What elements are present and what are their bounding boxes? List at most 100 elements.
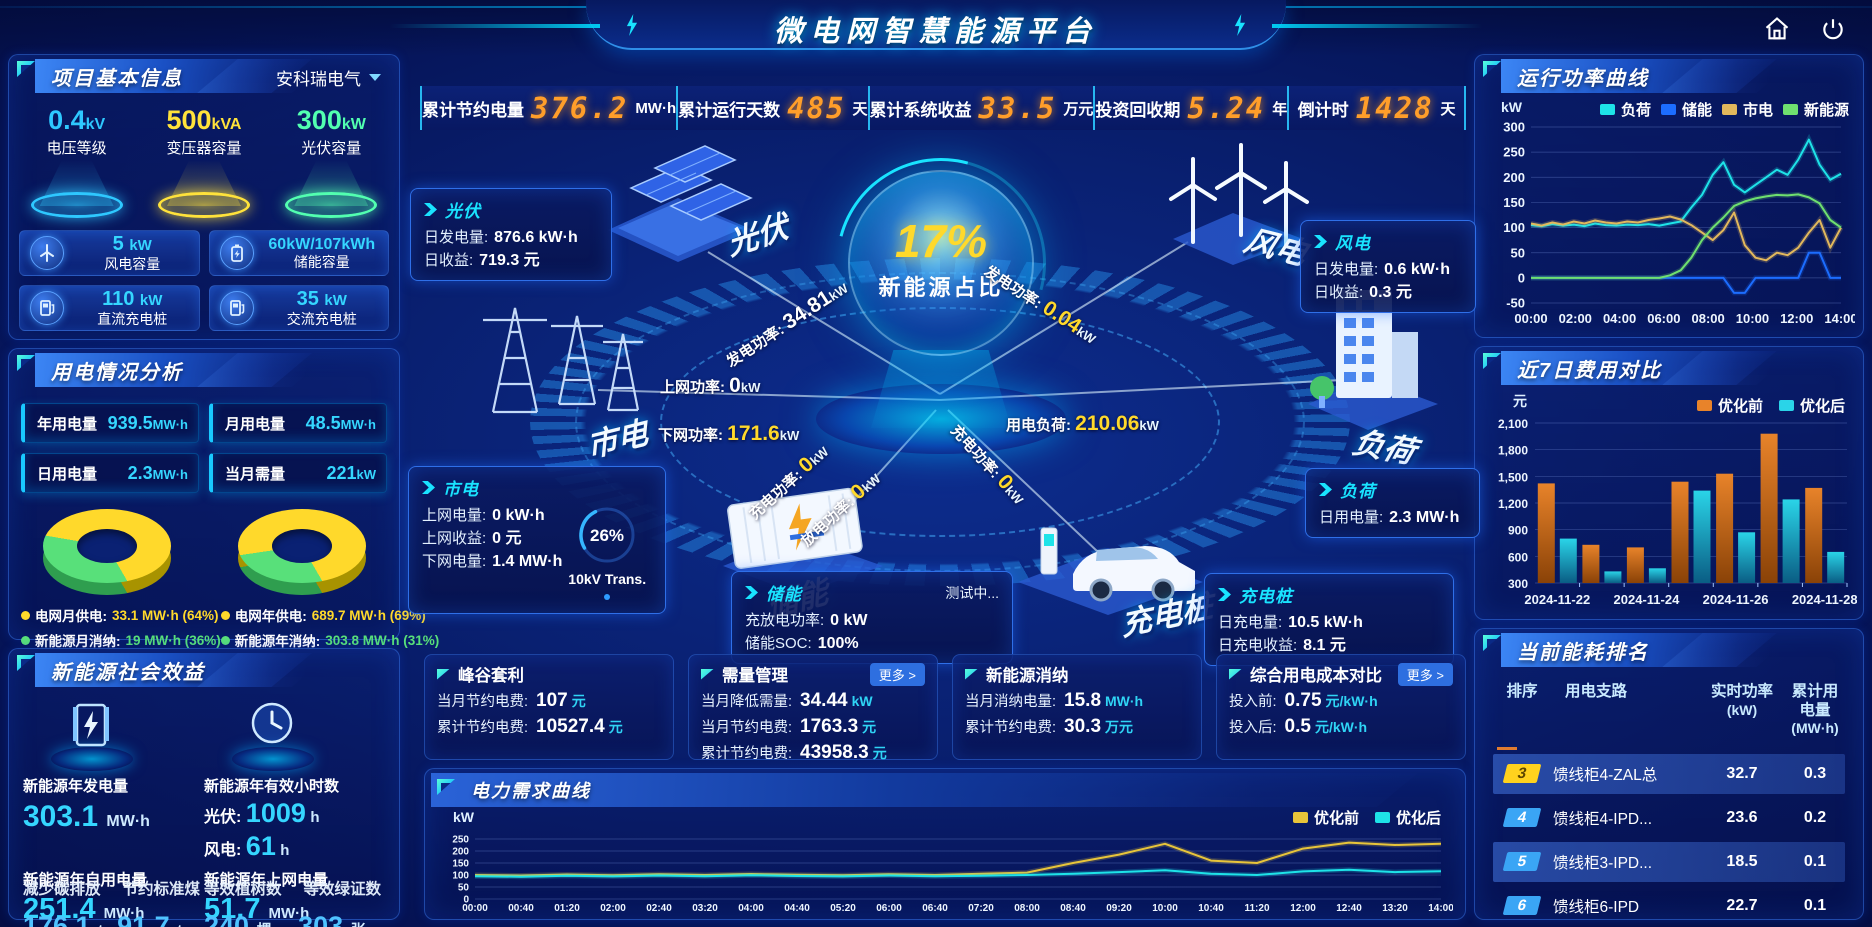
svg-text:03:20: 03:20 (692, 903, 718, 914)
title-band (586, 0, 1286, 50)
svg-text:300: 300 (1503, 120, 1525, 135)
capacity-tile-1: 60kW/107kWh 储能容量 (208, 230, 389, 276)
pill-label: 当月需量 (225, 465, 286, 483)
dc-charger-icon (30, 291, 64, 325)
stat-value: 1428 (1355, 91, 1434, 125)
panel-title: 运行功率曲线 (1517, 68, 1649, 90)
light-cone (39, 160, 114, 206)
social-hours-label: 新能源年有效小时数 (204, 778, 340, 795)
svg-text:100: 100 (452, 871, 469, 882)
svg-text:200: 200 (452, 847, 469, 858)
legend-item: 新能源月消纳: 19 MW·h (36%) (21, 630, 221, 650)
capacity-tile-0: 5 kW 风电容量 (19, 230, 200, 276)
card-row: 累计节约电费: 30.3 万元 (965, 716, 1134, 737)
table-row[interactable]: 3 馈线柜4-ZAL总 32.7 0.3 (1493, 753, 1845, 794)
capacity-spotlight-1: 500kVA 变压器容量 (145, 105, 263, 218)
svg-text:08:00: 08:00 (1692, 311, 1725, 326)
tile-label: 风电容量 (104, 256, 161, 273)
svg-text:09:20: 09:20 (1106, 903, 1132, 914)
social-gen-block: 新能源年发电量 303.1 MW·h (23, 697, 204, 862)
svg-text:11:20: 11:20 (1244, 903, 1269, 914)
wind-turbine-icon (30, 236, 64, 270)
chart-legend: 负荷 储能 市电 新能源 (1599, 99, 1849, 120)
pill-label: 月用电量 (225, 415, 286, 433)
pill-value: 939.5MW·h (107, 412, 188, 433)
tile-label: 交流充电桩 (286, 311, 357, 328)
realtime-power: 23.6 (1726, 808, 1758, 826)
table-header: 排序 用电支路 实时功率 (kW) 累计用电量 (MW·h) (1506, 683, 1839, 737)
panel-title: 当前能耗排名 (1517, 642, 1649, 664)
arrow-icon (424, 203, 437, 216)
wind-turbines-icon (1169, 143, 1309, 265)
legend-item[interactable]: 市电 (1721, 99, 1773, 120)
svg-text:250: 250 (1503, 145, 1525, 160)
panel-title: 新能源社会效益 (51, 662, 205, 684)
svg-text:50: 50 (458, 883, 470, 894)
info-box-charger: 充电桩 日充电量: 10.5 kW·h 日充电收益: 8.1 元 (1204, 573, 1454, 666)
svg-text:10:40: 10:40 (1198, 903, 1224, 914)
svg-text:1,500: 1,500 (1498, 470, 1528, 484)
panel-project-info: 项目基本信息 安科瑞电气 0.4kV 电压等级 500kVA 变压器容量 300kW 光伏… (8, 54, 400, 340)
card-row: 投入后: 0.5 元/kW·h (1229, 716, 1368, 737)
svg-text:2024-11-22: 2024-11-22 (1524, 592, 1590, 607)
table-row[interactable]: 6 馈线柜6-IPD 22.7 0.1 (1493, 886, 1845, 919)
card-corner-icon (1229, 668, 1242, 680)
y-axis-label: kW (1501, 99, 1522, 115)
legend-item[interactable]: 优化前 (1696, 395, 1763, 416)
stat-item-0: 累计节约电量 376.2 MW·h (420, 86, 676, 130)
legend-item[interactable]: 优化前 (1292, 807, 1359, 828)
table-row[interactable]: 5 馈线柜3-IPD... 18.5 0.1 (1493, 841, 1845, 882)
social-hours-block: 新能源年有效小时数 光伏: 1009 h 风电: 61 h (204, 697, 385, 862)
stat-label: 累计节约电量 (422, 100, 524, 120)
more-button[interactable]: 更多 > (1397, 662, 1453, 686)
svg-text:900: 900 (1508, 524, 1528, 538)
glow-ring (285, 192, 378, 218)
energy-flow-diagram: 17% 新能源占比 (408, 119, 1480, 666)
svg-text:1,200: 1,200 (1498, 497, 1528, 511)
light-cone (294, 160, 369, 206)
realtime-power: 32.7 (1726, 764, 1758, 782)
branch-name: 馈线柜3-IPD... (1553, 854, 1653, 872)
power-towers-icon (483, 307, 643, 414)
svg-text:100: 100 (1503, 220, 1525, 235)
home-icon[interactable] (1760, 12, 1794, 46)
legend-item[interactable]: 优化后 (1778, 395, 1845, 416)
card-title: 峰谷套利 (458, 667, 524, 685)
legend-item[interactable]: 优化后 (1374, 807, 1441, 828)
more-button[interactable]: 更多 > (869, 662, 925, 686)
company-select[interactable]: 安科瑞电气 (276, 65, 381, 90)
panel-corner-icon (1483, 353, 1501, 369)
legend-item[interactable]: 储能 (1660, 99, 1712, 120)
power-icon[interactable] (1816, 12, 1850, 46)
panel-corner-icon (1483, 61, 1501, 77)
glow-platform (232, 747, 314, 771)
legend-item[interactable]: 负荷 (1599, 99, 1651, 120)
lightning-icon (1234, 14, 1246, 36)
table-row[interactable]: 4 馈线柜4-IPD... 23.6 0.2 (1493, 798, 1845, 838)
spotlight-value: 500kVA (166, 105, 242, 135)
benefit-card-0: 峰谷套利 当月节约电费: 107 元累计节约电费: 10527.4 元 (424, 654, 674, 760)
svg-text:1,800: 1,800 (1498, 444, 1528, 458)
flow-label-2: 上网功率: 0kW (660, 374, 761, 397)
tile-label: 储能容量 (293, 254, 350, 271)
glow-ring (30, 192, 123, 218)
app-header: 微电网智慧能源平台 (0, 0, 1872, 56)
capacity-spotlights: 0.4kV 电压等级 500kVA 变压器容量 300kW 光伏容量 (9, 95, 399, 218)
svg-text:26%: 26% (590, 526, 624, 545)
stat-label: 倒计时 (1297, 100, 1349, 120)
stat-unit: 年 (1272, 100, 1288, 118)
total-energy: 0.2 (1803, 808, 1827, 826)
social-gen-label: 新能源年发电量 (23, 778, 129, 795)
chart-legend: 优化前 优化后 (1696, 395, 1845, 416)
svg-text:02:00: 02:00 (1559, 311, 1592, 326)
svg-text:02:00: 02:00 (600, 903, 626, 914)
svg-text:-50: -50 (1506, 296, 1525, 311)
svg-text:12:00: 12:00 (1290, 903, 1316, 914)
rank-badge: 3 (1502, 764, 1542, 784)
social-hours-wind: 风电: 61 h (204, 831, 290, 861)
svg-text:200: 200 (1503, 170, 1525, 185)
legend-item[interactable]: 新能源 (1782, 99, 1849, 120)
pill-value: 2.3MW·h (127, 462, 188, 483)
panel-title: 项目基本信息 (51, 68, 183, 90)
rank-badge: 5 (1502, 852, 1542, 872)
